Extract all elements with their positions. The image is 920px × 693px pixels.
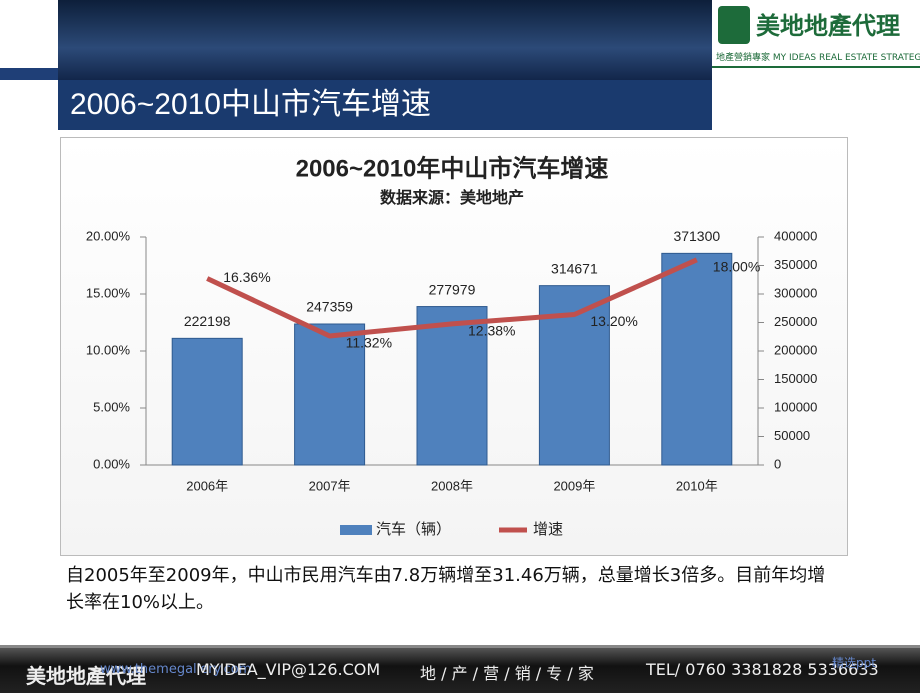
x-tick-label: 2007年 xyxy=(309,478,351,493)
y2-tick-label: 400000 xyxy=(774,228,817,243)
logo-mark xyxy=(718,6,750,44)
y2-tick-label: 0 xyxy=(774,456,781,471)
footer: 美地地產代理 www.themegallery.com MYIDEA_VIP@1… xyxy=(0,645,920,693)
line-value-label: 11.32% xyxy=(346,335,392,351)
x-tick-label: 2009年 xyxy=(553,478,595,493)
bar-value-label: 222198 xyxy=(184,313,231,329)
bar-value-label: 371300 xyxy=(673,228,720,244)
slide-title: 2006~2010中山市汽车增速 xyxy=(58,80,712,130)
footer-slogan: 地 / 产 / 营 / 销 / 专 / 家 xyxy=(420,664,594,683)
line-value-label: 16.36% xyxy=(223,269,270,285)
y2-tick-label: 100000 xyxy=(774,399,817,414)
header-strip xyxy=(0,68,58,80)
chart-title: 2006~2010年中山市汽车增速 xyxy=(296,154,609,182)
footer-brand: 美地地產代理 xyxy=(26,664,146,688)
y2-tick-label: 150000 xyxy=(774,371,817,386)
body-text: 自2005年至2009年，中山市民用汽车由7.8万辆增至31.46万辆，总量增长… xyxy=(66,565,826,613)
logo-name: 美地地產代理 xyxy=(756,11,900,40)
y2-tick-label: 350000 xyxy=(774,257,817,272)
line-value-label: 18.00% xyxy=(713,259,760,275)
y2-tick-label: 250000 xyxy=(774,314,817,329)
y2-tick-label: 200000 xyxy=(774,342,817,357)
bar xyxy=(661,252,733,466)
y2-tick-label: 300000 xyxy=(774,285,817,300)
bar-value-label: 314671 xyxy=(551,260,598,276)
bar xyxy=(171,337,243,466)
y2-tick-label: 50000 xyxy=(774,428,810,443)
x-tick-label: 2006年 xyxy=(186,478,228,493)
bar xyxy=(294,323,366,466)
footer-website: www.themegallery.com xyxy=(100,662,252,677)
bar xyxy=(416,306,488,466)
logo: 美地地產代理 地產營銷專家 MY IDEAS REAL ESTATE STRAT… xyxy=(712,0,920,68)
line-value-label: 12.38% xyxy=(468,323,515,339)
line-value-label: 13.20% xyxy=(590,313,637,329)
header-image xyxy=(58,0,712,80)
y-tick-label: 0.00% xyxy=(93,456,130,471)
chart-subtitle: 数据来源：美地地产 xyxy=(380,188,524,207)
x-tick-label: 2008年 xyxy=(431,478,473,493)
legend-swatch xyxy=(340,525,372,535)
y-tick-label: 15.00% xyxy=(86,285,131,300)
legend-label: 汽车（辆） xyxy=(376,521,451,538)
line xyxy=(206,257,698,339)
bar-value-label: 277979 xyxy=(429,281,476,297)
y-tick-label: 5.00% xyxy=(93,399,130,414)
footer-tel: TEL/ 0760 3381828 5336633 xyxy=(646,660,879,679)
legend-label: 增速 xyxy=(533,521,563,538)
bar-value-label: 247359 xyxy=(306,299,353,315)
footer-tag: 精选ppt xyxy=(832,656,876,670)
y-tick-label: 20.00% xyxy=(86,228,131,243)
y-tick-label: 10.00% xyxy=(86,342,131,357)
x-tick-label: 2010年 xyxy=(676,478,718,493)
logo-tagline: 地產營銷專家 MY IDEAS REAL ESTATE STRATEGY xyxy=(716,53,920,63)
footer-email: MYIDEA_VIP@126.COM xyxy=(196,660,381,679)
